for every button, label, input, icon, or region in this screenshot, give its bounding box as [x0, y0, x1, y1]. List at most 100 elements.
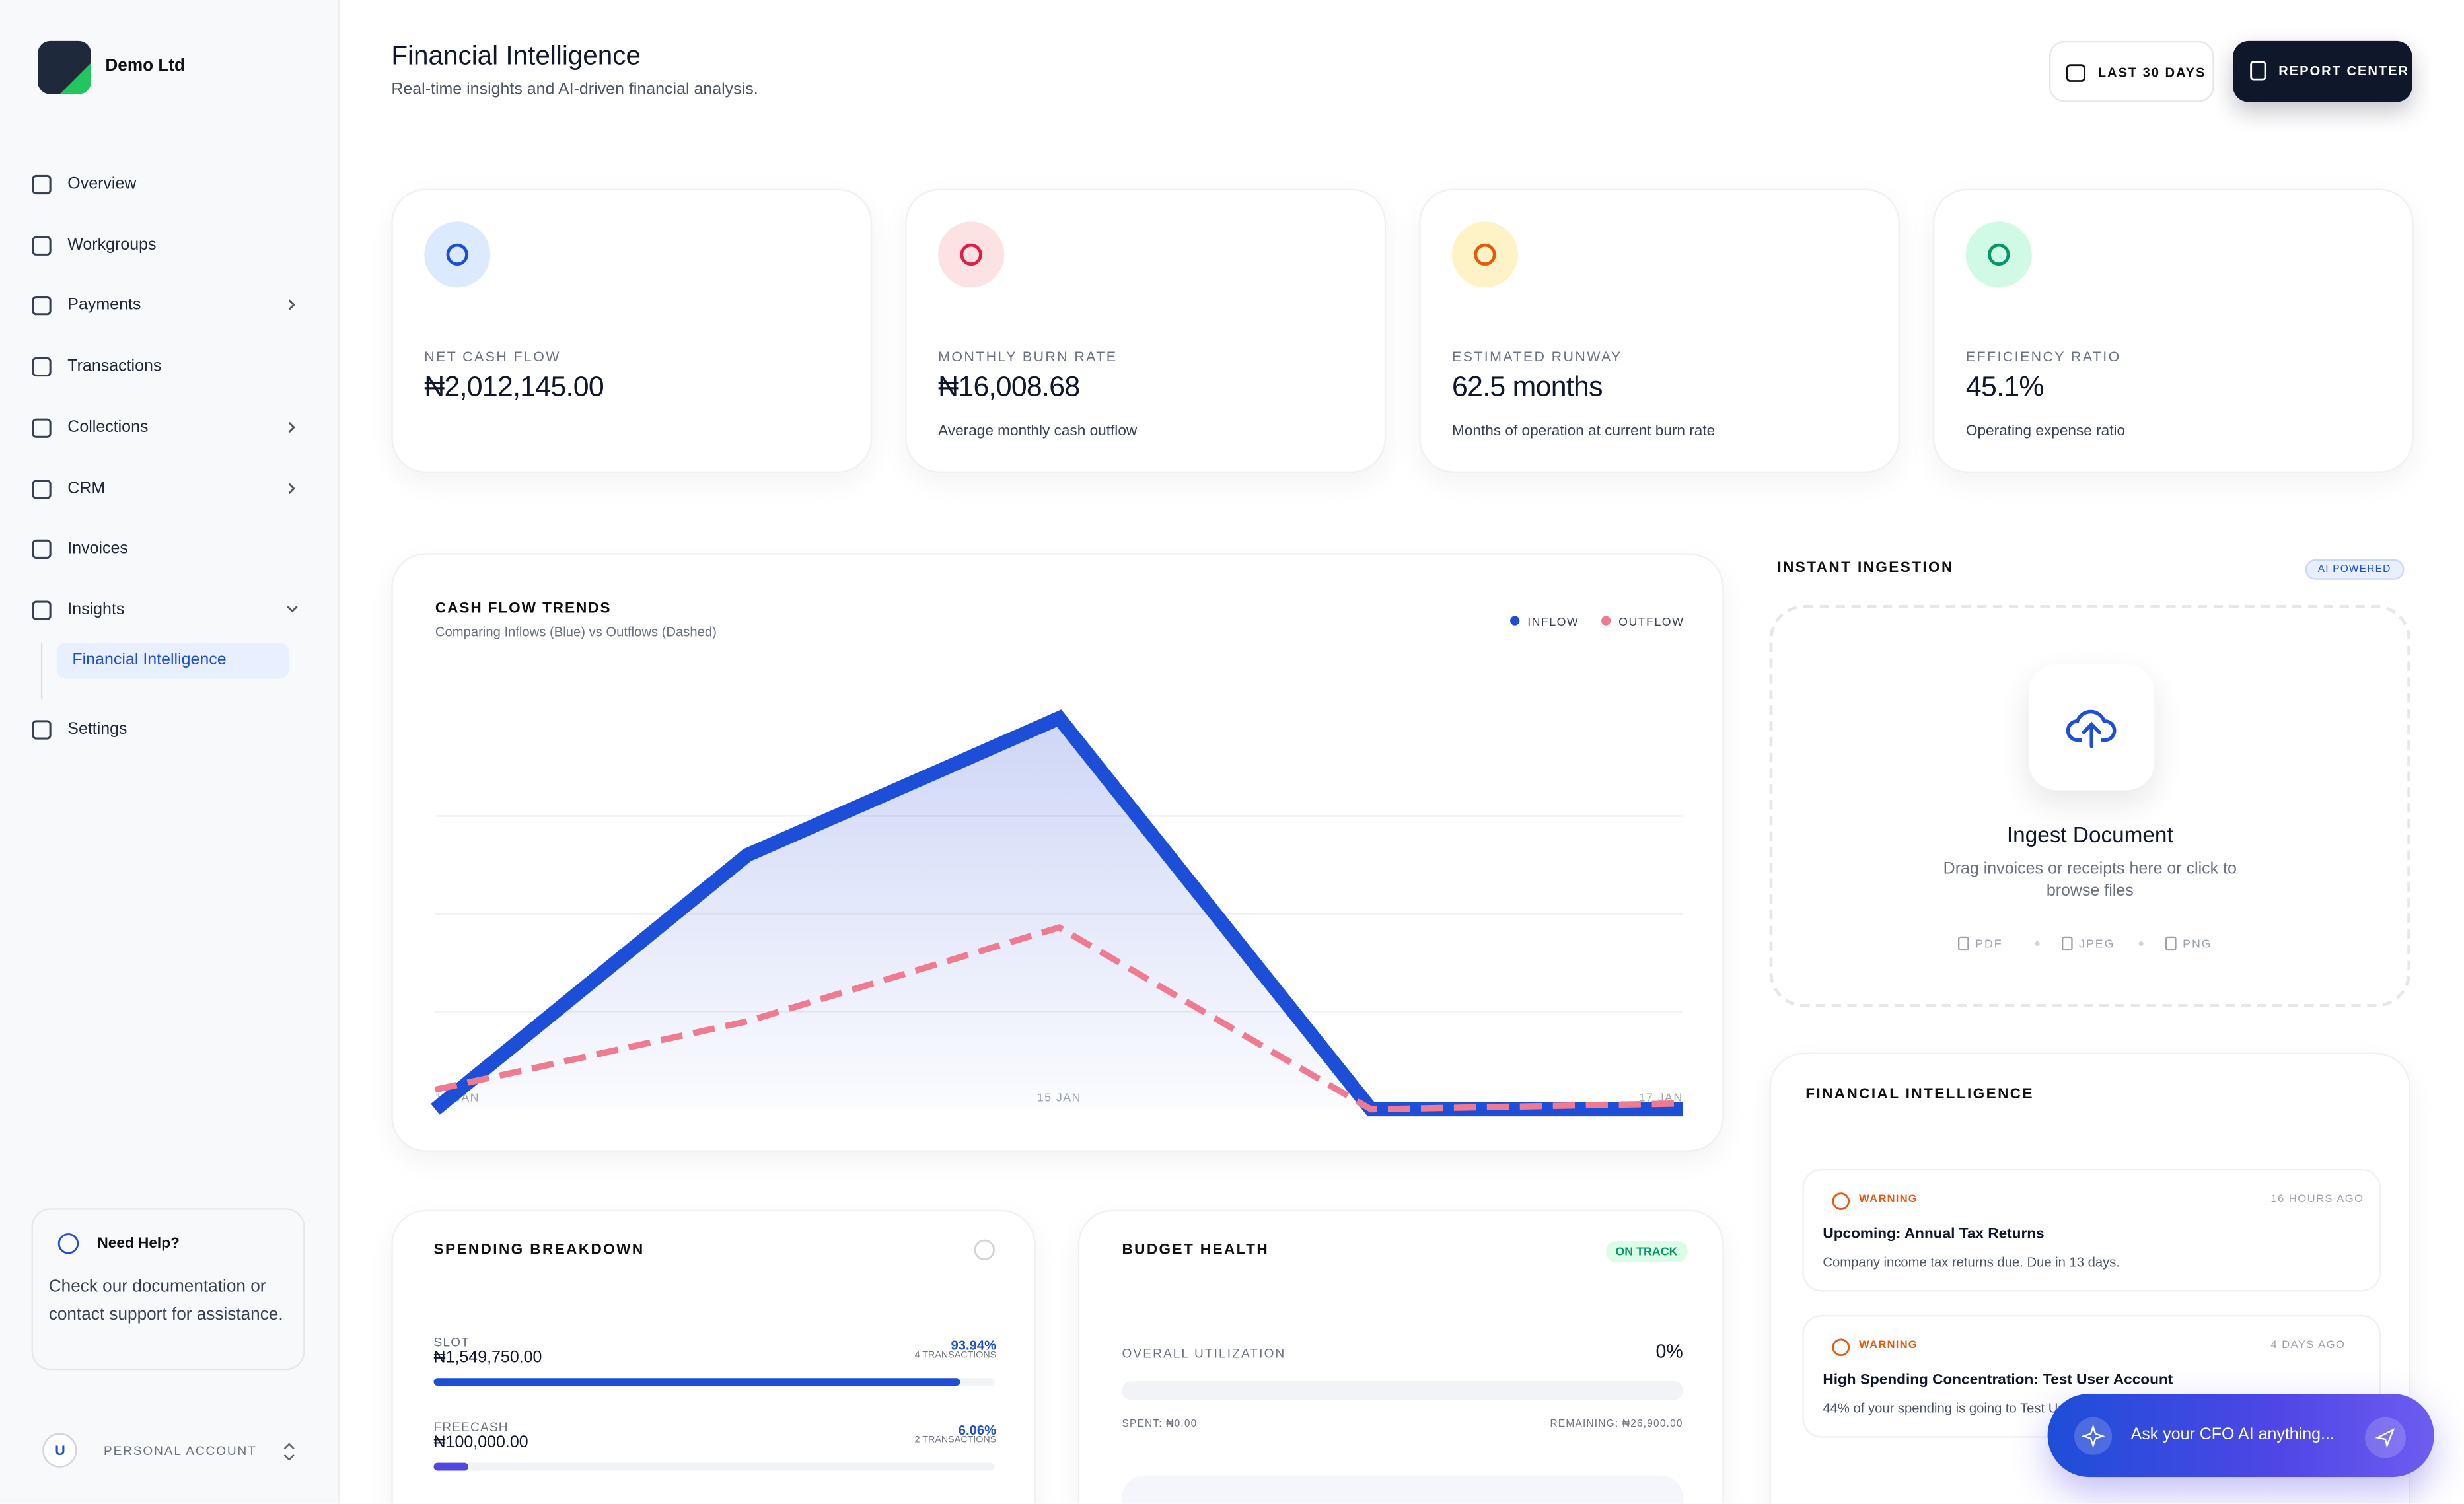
- nav-item[interactable]: Collections: [67, 417, 149, 437]
- kpi-value: 62.5 months: [1452, 371, 1603, 402]
- help-title: Need Help?: [97, 1235, 180, 1252]
- chart-subtitle: Comparing Inflows (Blue) vs Outflows (Da…: [435, 624, 717, 640]
- drop-zone[interactable]: Ingest Document Drag invoices or receipts…: [1769, 604, 2411, 1007]
- ai-badge: AI POWERED: [2305, 559, 2404, 580]
- chart-plot: 14 JAN15 JAN17 JAN: [431, 709, 1683, 1117]
- icon-shape: [2165, 936, 2177, 951]
- alert-tag: WARNING: [1859, 1194, 1918, 1205]
- nav-item[interactable]: Transactions: [67, 357, 162, 376]
- report-button[interactable]: REPORT CENTER: [2233, 40, 2412, 102]
- icon-shape: [287, 605, 298, 613]
- ai-chat-button[interactable]: Ask your CFO AI anything...: [2047, 1393, 2434, 1478]
- kpi-card: EFFICIENCY RATIO 45.1% Operating expense r…: [1932, 188, 2414, 474]
- button-label: LAST 30 DAYS: [2097, 64, 2206, 81]
- icon-shape: [32, 600, 52, 620]
- kpi-value: ₦2,012,145.00: [424, 371, 604, 402]
- nav-icon: [32, 479, 52, 499]
- icon-shape: [283, 1443, 295, 1461]
- nav-item[interactable]: Invoices: [67, 539, 128, 558]
- icon-shape: [446, 243, 468, 266]
- kpi-label: MONTHLY BURN RATE: [938, 349, 1118, 365]
- icon-shape: [1988, 243, 2010, 266]
- kpi-icon: [424, 221, 491, 288]
- remaining-label: REMAINING: ₦26,900.00: [1550, 1419, 1683, 1430]
- icon-shape: [2066, 709, 2117, 748]
- subnav-item[interactable]: Financial Intelligence: [56, 641, 289, 678]
- icon-shape: [2375, 1428, 2395, 1449]
- category-amount: ₦1,549,750.00: [433, 1348, 542, 1367]
- file-icon: [1957, 936, 1969, 951]
- calendar-icon: [2066, 64, 2085, 82]
- chevron: [287, 605, 298, 613]
- kpi-note: Months of operation at current burn rate: [1452, 422, 1716, 441]
- upload-tile: [2029, 664, 2155, 791]
- icon-shape: [1957, 936, 1969, 951]
- icon-shape: [1474, 243, 1496, 266]
- budget-card: BUDGET HEALTH ON TRACK OVERALL UTILIZATION…: [1077, 1209, 1724, 1504]
- chat-placeholder: Ask your CFO AI anything...: [2130, 1425, 2335, 1445]
- kpi-icon: [938, 221, 1005, 288]
- warning-icon: [1832, 1338, 1850, 1357]
- alert-title: Upcoming: Annual Tax Returns: [1823, 1225, 2045, 1243]
- utilization-track: [1122, 1380, 1683, 1400]
- nav-item[interactable]: Settings: [67, 719, 127, 738]
- share-bar: [433, 1378, 961, 1386]
- nav-item[interactable]: Insights: [67, 600, 125, 619]
- ingest-heading: Ingest Document: [2006, 822, 2173, 847]
- format-label: PDF: [1975, 936, 2003, 951]
- icon-shape: [2061, 936, 2073, 951]
- format-label: PNG: [2183, 936, 2212, 951]
- share-bar: [433, 1462, 468, 1471]
- icon-shape: [57, 1233, 79, 1254]
- page-subtitle: Real-time insights and AI-driven financi…: [391, 80, 758, 99]
- legend-swatch: [1601, 616, 1611, 626]
- send-button[interactable]: [2365, 1417, 2406, 1458]
- date-range-button[interactable]: LAST 30 DAYS: [2048, 40, 2214, 102]
- alert-time: 4 DAYS AGO: [2270, 1340, 2346, 1351]
- sparkle-badge: [2074, 1417, 2113, 1455]
- kpi-card: ESTIMATED RUNWAY 62.5 months Months of ope…: [1419, 188, 1900, 474]
- ingest-text: Drag invoices or receipts here or click …: [1943, 859, 2237, 901]
- doc-icon: [2250, 61, 2266, 81]
- icon-shape: [288, 421, 295, 433]
- nav-item[interactable]: Overview: [67, 174, 137, 194]
- kpi-label: EFFICIENCY RATIO: [1965, 349, 2121, 365]
- section-title: BUDGET HEALTH: [1122, 1241, 1270, 1259]
- company-name: Demo Ltd: [105, 56, 186, 76]
- file-icon: [2061, 936, 2073, 951]
- alert-card[interactable]: WARNING 16 HOURS AGO Upcoming: Annual Tax …: [1802, 1168, 2381, 1292]
- format-label: JPEG: [2079, 936, 2115, 951]
- category-count: 4 TRANSACTIONS: [914, 1351, 997, 1361]
- logo: [38, 40, 91, 94]
- kpi-glyph: [1988, 243, 2010, 266]
- kpi-card: MONTHLY BURN RATE ₦16,008.68 Average month…: [905, 188, 1387, 474]
- icon-shape: [974, 1239, 996, 1261]
- alert-text: Company income tax returns due. Due in 1…: [1823, 1254, 2120, 1270]
- nav-item[interactable]: CRM: [67, 478, 106, 497]
- icon-shape: [960, 243, 982, 266]
- share-track: [433, 1462, 995, 1471]
- legend-label: OUTFLOW: [1618, 614, 1685, 629]
- chart-title: CASH FLOW TRENDS: [435, 600, 612, 618]
- kpi-label: ESTIMATED RUNWAY: [1452, 349, 1622, 365]
- icon-shape: [2250, 61, 2266, 81]
- help-card: Need Help? Check our documentation or con…: [31, 1208, 305, 1371]
- category-share: 93.94%: [951, 1337, 997, 1353]
- kpi-icon: [1965, 221, 2032, 288]
- kpi-glyph: [446, 243, 468, 266]
- icon-shape: [32, 357, 52, 377]
- section-title: SPENDING BREAKDOWN: [433, 1241, 645, 1259]
- kpi-value: 45.1%: [1965, 371, 2045, 402]
- button-label: REPORT CENTER: [2278, 63, 2410, 79]
- icon-shape: [32, 174, 52, 195]
- kpi-icon: [1452, 221, 1518, 288]
- category-count: 2 TRANSACTIONS: [914, 1436, 997, 1446]
- kpi-glyph: [1474, 243, 1496, 266]
- account-switch: [283, 1443, 295, 1461]
- nav-item[interactable]: Workgroups: [67, 235, 157, 254]
- nav-item[interactable]: Payments: [67, 296, 141, 315]
- sparkle-icon: [2081, 1424, 2105, 1449]
- nav-icon: [32, 418, 52, 438]
